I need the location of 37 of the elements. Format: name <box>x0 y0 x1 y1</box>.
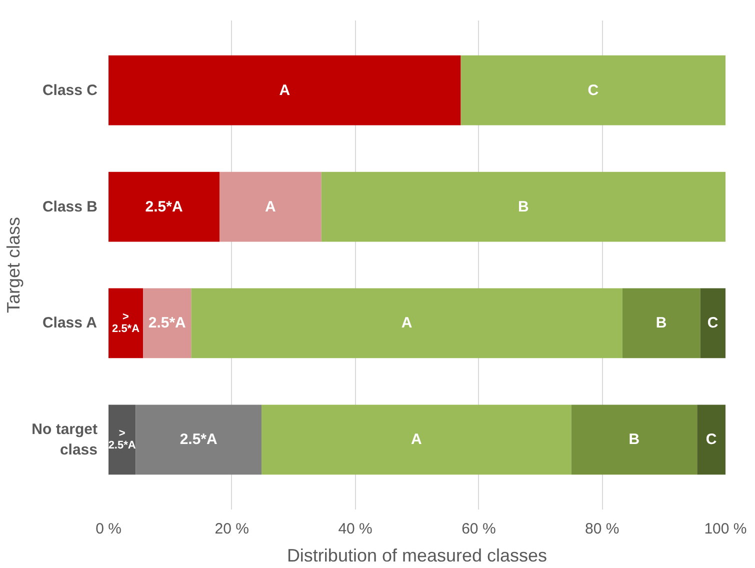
bar <box>136 404 262 475</box>
x-tick-label: 100 % <box>704 520 747 538</box>
y-tick-label: Class B <box>42 198 98 216</box>
bar <box>571 404 698 475</box>
x-tick-label: 20 % <box>214 520 250 538</box>
text: 2.5*A <box>180 431 218 448</box>
bar <box>108 404 136 475</box>
text: B <box>518 198 529 216</box>
text: A <box>265 198 276 216</box>
series-label: B <box>628 431 640 448</box>
text: A <box>401 314 412 332</box>
y-tick-label: Class A <box>42 314 98 332</box>
series-label: > 2.5*A <box>108 428 136 452</box>
text: A <box>410 431 422 448</box>
x-tick-label: 60 % <box>462 520 496 538</box>
series-label: 2.5*A <box>112 323 140 336</box>
y-tick-label: Class C <box>42 82 98 99</box>
text: B <box>656 314 667 332</box>
bar <box>622 288 700 358</box>
text: C <box>706 431 717 448</box>
x-tick-label: 40 % <box>338 520 372 538</box>
text: 2.5*A <box>145 198 183 216</box>
x-tick-label: 0 % <box>96 520 122 538</box>
x-axis-title: Distribution of measured classes <box>286 546 548 566</box>
series-label: C <box>707 314 718 332</box>
bar <box>262 404 572 475</box>
text: 2.5*A <box>148 314 186 332</box>
bar <box>697 404 726 475</box>
text: > <box>122 311 129 324</box>
bar <box>191 288 622 358</box>
text: C <box>588 82 599 99</box>
bar <box>700 288 726 358</box>
y-tick-label: No target class <box>32 420 98 458</box>
series-label: A <box>279 82 290 99</box>
x-tick-label: 80 % <box>585 520 620 538</box>
y-axis-title: Target class <box>4 216 24 314</box>
bar <box>143 288 192 358</box>
